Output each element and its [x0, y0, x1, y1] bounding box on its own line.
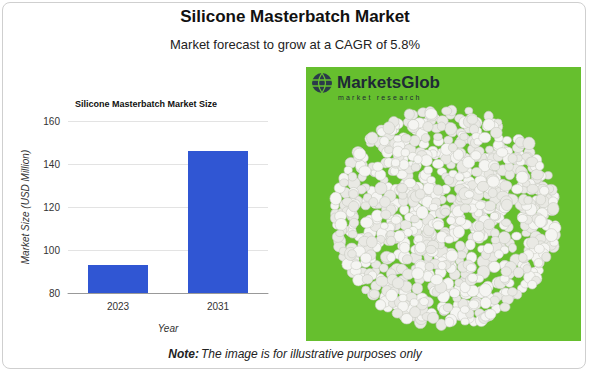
svg-text:market research: market research [338, 94, 422, 101]
svg-text:Silicone Masterbatch Market Si: Silicone Masterbatch Market Size [75, 99, 217, 109]
html-text:Note: The image is for illustr: Note: The image is for illustrative purp… [168, 347, 422, 361]
svg-text:MarketsGlob: MarketsGlob [337, 73, 440, 92]
svg-text:2031: 2031 [207, 301, 230, 312]
svg-text:80: 80 [49, 288, 61, 299]
svg-text:140: 140 [43, 159, 60, 170]
html-text:Market forecast to grow at a C: Market forecast to grow at a CAGR of 5.8… [170, 37, 420, 52]
svg-text:Year: Year [158, 323, 179, 334]
svg-text:2023: 2023 [107, 301, 130, 312]
svg-text:160: 160 [43, 116, 60, 127]
svg-text:Market Size (USD Million): Market Size (USD Million) [20, 150, 31, 264]
svg-text:100: 100 [43, 245, 60, 256]
svg-text:120: 120 [43, 202, 60, 213]
html-text:Silicone Masterbatch Market: Silicone Masterbatch Market [180, 7, 410, 26]
